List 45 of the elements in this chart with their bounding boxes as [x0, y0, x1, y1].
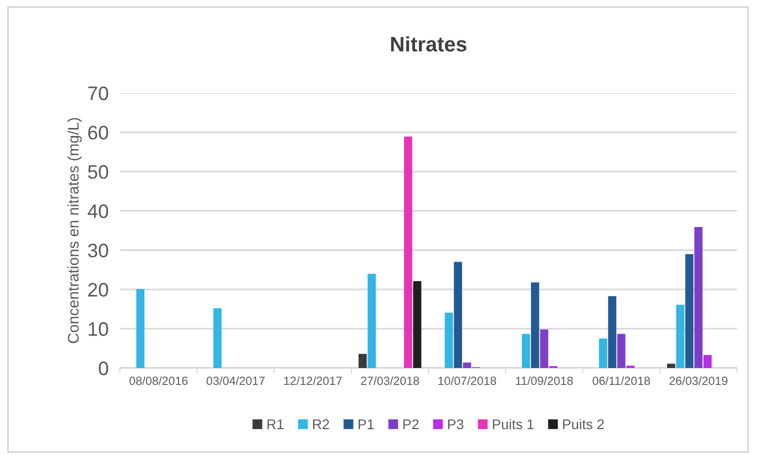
x-tick-label: 03/04/2017 [206, 376, 265, 386]
legend-label: Puits 2 [563, 419, 604, 430]
bar [413, 281, 422, 368]
legend-label: R2 [313, 419, 330, 430]
y-axis-title: Concentrations en nitrates (mg/L) [67, 118, 82, 344]
y-tick-label: 10 [88, 322, 108, 336]
x-tick-label: 12/12/2017 [284, 376, 342, 386]
bar [676, 304, 684, 368]
chart-title: Nitrates [391, 36, 466, 52]
x-tick-label: 27/03/2018 [360, 376, 419, 386]
bar [444, 312, 453, 368]
legend-label: P3 [448, 419, 464, 430]
legend-label: P1 [358, 420, 374, 430]
y-tick-label: 30 [88, 244, 108, 258]
legend-label: P2 [403, 419, 419, 430]
bar [617, 334, 626, 368]
bar [522, 334, 530, 368]
legend-label: Puits 1 [492, 419, 534, 430]
bar [404, 136, 412, 368]
bar [454, 262, 462, 368]
bar [213, 308, 222, 368]
y-tick-label: 70 [88, 86, 108, 100]
y-tick-label: 50 [88, 165, 108, 179]
x-tick-label: 08/08/2016 [129, 376, 188, 386]
y-tick-label: 40 [88, 204, 108, 218]
legend-label: R1 [268, 420, 284, 430]
bar [667, 364, 676, 368]
x-tick-label: 06/11/2018 [592, 376, 650, 386]
bar [540, 330, 548, 368]
bar [685, 254, 694, 368]
bar [136, 289, 144, 368]
bar [530, 282, 540, 368]
y-tick-label: 60 [88, 126, 108, 140]
x-tick-label: 10/07/2018 [438, 376, 496, 386]
x-tick-label: 26/03/2019 [669, 376, 728, 386]
bar [608, 296, 616, 368]
bar [462, 362, 472, 368]
y-tick-label: 0 [98, 361, 108, 376]
bar [694, 226, 703, 368]
bar [368, 274, 376, 368]
x-tick-label: 11/09/2018 [516, 376, 573, 386]
y-tick-label: 20 [88, 282, 108, 297]
bar [599, 338, 608, 368]
bar [358, 354, 367, 368]
bar [703, 355, 712, 368]
